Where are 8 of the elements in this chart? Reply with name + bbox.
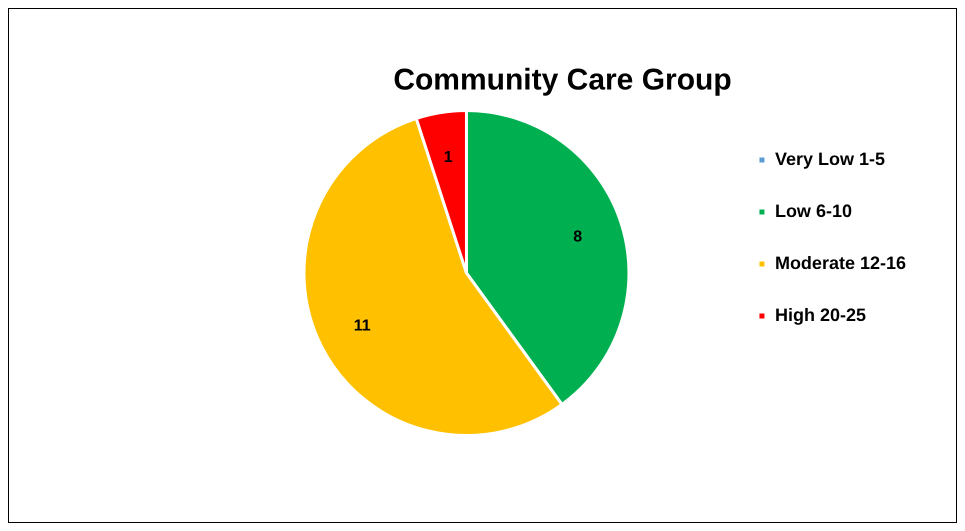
legend-label: High 20-25 <box>774 304 866 325</box>
chart-title: Community Care Group <box>393 63 732 96</box>
legend-label: Moderate 12-16 <box>774 252 906 273</box>
data-label: 11 <box>354 318 371 335</box>
legend-label: Very Low 1-5 <box>774 148 886 169</box>
data-label: 1 <box>444 148 453 166</box>
data-label: 8 <box>573 228 582 246</box>
legend-label: Low 6-10 <box>774 200 852 221</box>
